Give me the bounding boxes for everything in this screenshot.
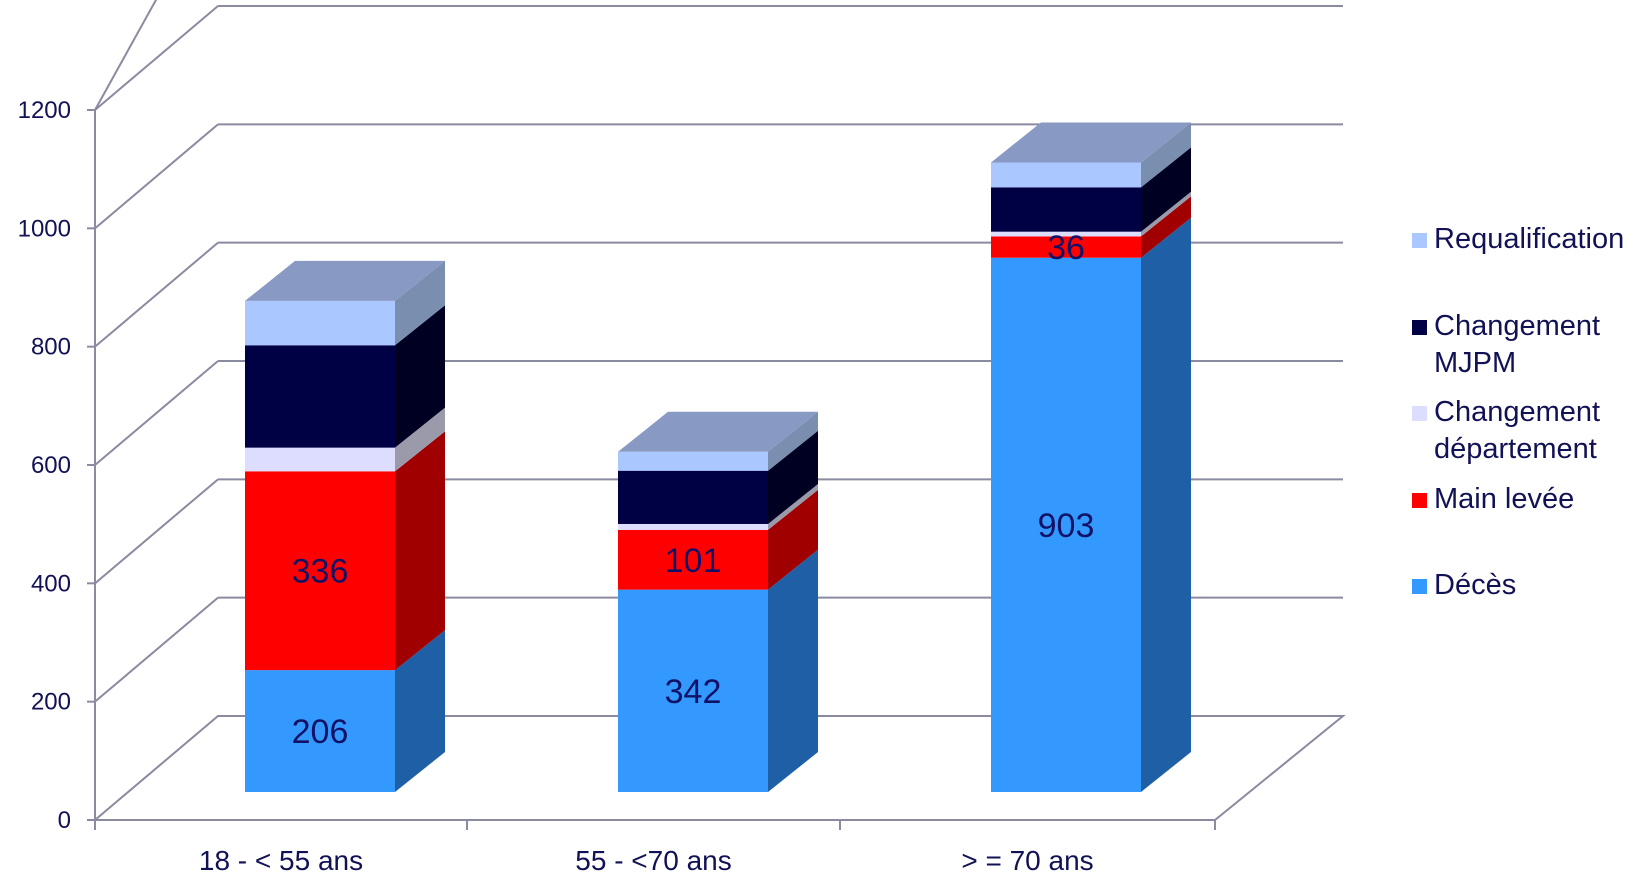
data-label: 342: [665, 673, 722, 711]
bars-group: [245, 122, 1191, 793]
legend-item: Main levée: [1412, 483, 1574, 515]
x-category-label: 55 - <70 ans: [575, 845, 731, 875]
legend-swatch: [1412, 406, 1427, 421]
bar-segment-side: [395, 260, 445, 346]
bar-segment: [245, 300, 395, 346]
legend-swatch: [1412, 320, 1427, 335]
bar-segment: [991, 257, 1141, 793]
bar-stack: [991, 122, 1191, 793]
x-category-label: 18 - < 55 ans: [199, 845, 363, 875]
gridline-side: [94, 5, 219, 111]
bar-stack: [618, 411, 818, 792]
data-label: 336: [292, 553, 349, 591]
gridline-side: [94, 596, 219, 703]
bar-stack: [245, 260, 445, 792]
bar-segment-side: [768, 549, 818, 792]
legend-label: Requalification: [1434, 223, 1624, 255]
bar-segment: [245, 670, 395, 792]
bar-segment: [991, 236, 1141, 258]
legend-swatch: [1412, 233, 1427, 248]
bar-segment-side: [395, 305, 445, 448]
gridline-side: [94, 241, 219, 348]
bar-segment-side: [395, 407, 445, 472]
bar-segment: [618, 529, 768, 590]
bar-segment: [991, 187, 1141, 232]
legend-label: Changement: [1434, 310, 1600, 342]
legend-item: Changement département: [1412, 396, 1600, 465]
gridline-side: [94, 360, 219, 466]
legend-label: Décès: [1434, 569, 1516, 601]
legend-item: Changement MJPM: [1412, 310, 1600, 379]
bar-segment-side: [395, 431, 445, 671]
legend-label: Main levée: [1434, 483, 1574, 515]
bar-segment-side: [1141, 191, 1191, 237]
bar-segment: [245, 471, 395, 671]
y-tick-label: 600: [31, 452, 71, 479]
data-labels-group: 206 336 342 101 903 36: [292, 229, 1095, 751]
y-tick-label: 0: [58, 807, 71, 834]
bar-segment-side: [1141, 196, 1191, 258]
bar-top-cap: [245, 260, 445, 301]
y-tick-label: 1000: [18, 215, 71, 242]
bar-top-cap: [991, 122, 1191, 163]
bar-segment: [991, 162, 1141, 188]
legend-item: Décès: [1412, 569, 1516, 601]
legend-swatch: [1412, 579, 1427, 594]
side-wall-top-line: [94, 0, 158, 111]
bar-segment-side: [768, 411, 818, 471]
bar-segment: [245, 447, 395, 472]
bar-segment-side: [768, 489, 818, 590]
y-tick-label: 200: [31, 689, 71, 716]
data-label: 101: [665, 542, 722, 580]
bar-top-cap: [618, 411, 818, 452]
bar-segment: [618, 589, 768, 792]
legend-label: Changement: [1434, 396, 1600, 428]
x-category-label: > = 70 ans: [961, 845, 1093, 875]
bar-segment-side: [1141, 122, 1191, 188]
data-label: 903: [1038, 507, 1095, 545]
bar-segment-side: [1141, 147, 1191, 232]
bar-segment-side: [768, 430, 818, 524]
legend: Requalification Changement MJPM Changement d…: [1412, 223, 1624, 601]
legend-item: Requalification: [1412, 223, 1624, 255]
bar-segment: [618, 470, 768, 524]
legend-label: MJPM: [1434, 347, 1516, 379]
y-tick-label: 1200: [18, 97, 71, 124]
bar-segment: [245, 345, 395, 448]
data-label: 36: [1047, 229, 1085, 267]
bar-segment: [618, 523, 768, 530]
bar-segment-side: [1141, 217, 1191, 793]
axes-group: 0 200 400 600 800 1000 1200 18 - < 55 ans 55 - <…: [18, 97, 1216, 875]
bar-segment-side: [395, 630, 445, 792]
data-label: 206: [292, 713, 349, 751]
bar-segment: [991, 231, 1141, 237]
y-tick-label: 400: [31, 570, 71, 597]
bar-segment-side: [768, 483, 818, 530]
y-tick-label: 800: [31, 334, 71, 361]
gridline-side: [94, 123, 219, 230]
legend-swatch: [1412, 493, 1427, 508]
legend-label: département: [1434, 433, 1597, 465]
gridline-side: [94, 478, 219, 585]
bar-segment: [618, 451, 768, 471]
